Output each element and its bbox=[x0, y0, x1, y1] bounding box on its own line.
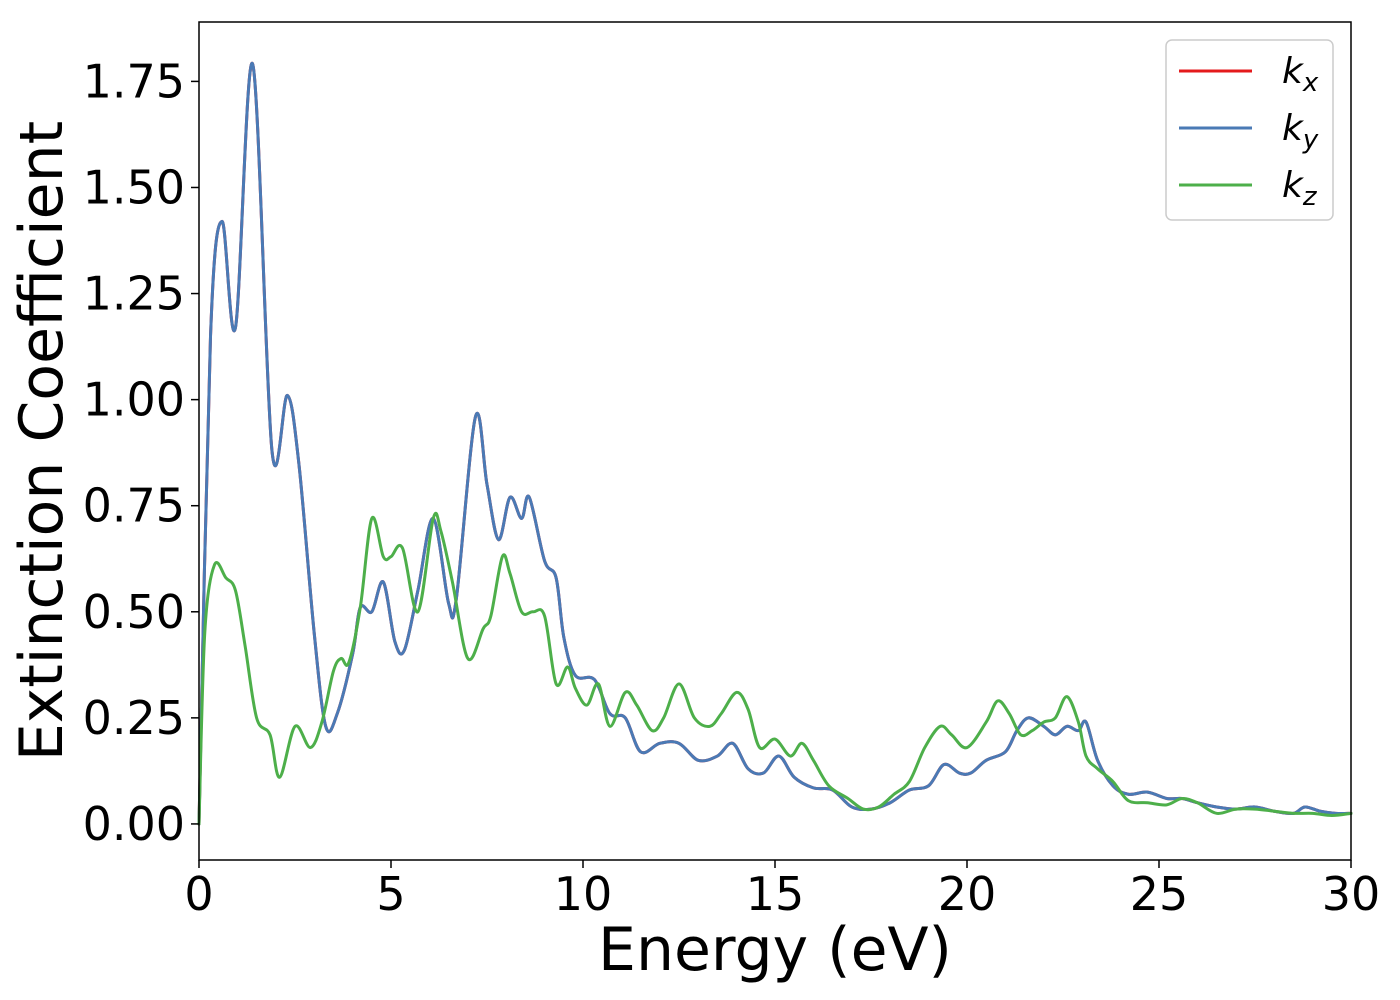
x-tick-label: 30 bbox=[1322, 867, 1381, 921]
x-tick-label: 20 bbox=[938, 867, 997, 921]
x-axis-title: Energy (eV) bbox=[598, 915, 952, 985]
legend-label-subscript: x bbox=[1302, 68, 1319, 98]
x-tick-label: 0 bbox=[184, 867, 213, 921]
x-tick-label: 15 bbox=[746, 867, 805, 921]
y-tick-label: 1.00 bbox=[83, 373, 185, 427]
y-tick-label: 1.75 bbox=[83, 54, 185, 108]
y-tick-label: 0.00 bbox=[83, 797, 185, 851]
y-axis-title: Extinction Coefficient bbox=[7, 121, 77, 761]
x-axis-ticks: 0 5 10 15 20 25 30 bbox=[184, 860, 1380, 921]
series-layer bbox=[197, 61, 1353, 826]
y-tick-label: 0.50 bbox=[83, 585, 185, 639]
y-tick-label: 0.75 bbox=[83, 479, 185, 533]
series-line-k-y bbox=[197, 61, 1353, 826]
y-tick-label: 0.25 bbox=[83, 691, 185, 745]
y-tick-label: 1.25 bbox=[83, 267, 185, 321]
y-tick-label: 1.50 bbox=[83, 160, 185, 214]
series-line-k-z bbox=[197, 511, 1353, 826]
x-tick-label: 5 bbox=[376, 867, 405, 921]
x-tick-label: 25 bbox=[1130, 867, 1189, 921]
y-axis-ticks: 0.00 0.25 0.50 0.75 1.00 1.25 1.50 1.75 bbox=[83, 54, 199, 851]
legend-box bbox=[1165, 39, 1334, 221]
legend-label-subscript: z bbox=[1302, 182, 1318, 212]
legend-label-subscript: y bbox=[1302, 125, 1319, 155]
x-tick-label: 10 bbox=[554, 867, 613, 921]
